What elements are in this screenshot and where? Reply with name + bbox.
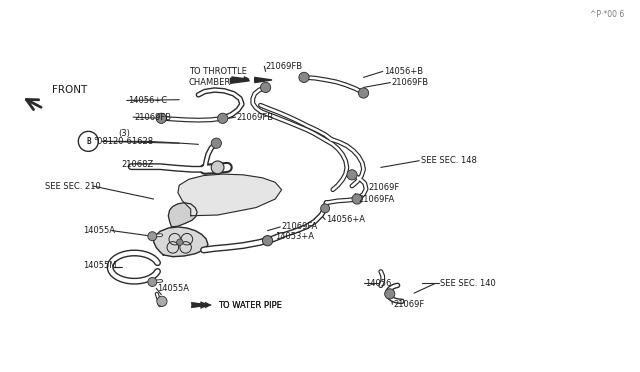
Circle shape xyxy=(262,235,273,246)
Text: B: B xyxy=(86,137,91,146)
Text: 21069FB: 21069FB xyxy=(237,113,274,122)
Text: 21068Z: 21068Z xyxy=(122,160,154,169)
Circle shape xyxy=(148,232,157,241)
Circle shape xyxy=(157,296,167,307)
Circle shape xyxy=(148,278,157,286)
Text: TO WATER PIPE: TO WATER PIPE xyxy=(218,301,282,310)
Circle shape xyxy=(358,88,369,98)
Text: 21069FA: 21069FA xyxy=(282,222,318,231)
Circle shape xyxy=(211,138,221,148)
Text: 14056+C: 14056+C xyxy=(128,96,167,105)
Text: 21069FB: 21069FB xyxy=(392,78,429,87)
Text: FRONT: FRONT xyxy=(52,85,88,95)
Circle shape xyxy=(177,239,183,246)
Polygon shape xyxy=(192,303,211,307)
Text: 14056: 14056 xyxy=(365,279,391,288)
Text: 21069FB: 21069FB xyxy=(266,62,303,71)
Text: 14055A: 14055A xyxy=(157,284,189,293)
Polygon shape xyxy=(154,227,208,257)
Text: 21069F: 21069F xyxy=(368,183,399,192)
Text: 14055A: 14055A xyxy=(83,226,115,235)
Circle shape xyxy=(156,113,166,124)
Text: SEE SEC. 210: SEE SEC. 210 xyxy=(45,182,100,190)
Text: 14056+B: 14056+B xyxy=(384,67,423,76)
Text: SEE SEC. 148: SEE SEC. 148 xyxy=(421,156,477,165)
Text: 14056+A: 14056+A xyxy=(326,215,365,224)
Polygon shape xyxy=(230,78,250,83)
Text: 21069F: 21069F xyxy=(394,300,425,309)
Polygon shape xyxy=(178,174,282,216)
Text: SEE SEC. 140: SEE SEC. 140 xyxy=(440,279,496,288)
Circle shape xyxy=(321,204,330,213)
Circle shape xyxy=(260,82,271,93)
Text: TO WATER PIPE: TO WATER PIPE xyxy=(218,301,282,310)
Polygon shape xyxy=(255,77,272,83)
Text: °08120-61628: °08120-61628 xyxy=(93,137,153,146)
Text: ^P·*00 6: ^P·*00 6 xyxy=(589,10,624,19)
Polygon shape xyxy=(168,203,197,227)
Circle shape xyxy=(352,194,362,204)
Circle shape xyxy=(211,161,224,174)
Circle shape xyxy=(347,170,357,180)
Text: 21069FB: 21069FB xyxy=(134,113,172,122)
Circle shape xyxy=(218,113,228,124)
Circle shape xyxy=(299,72,309,83)
Text: (3): (3) xyxy=(118,129,131,138)
Text: 14055M: 14055M xyxy=(83,262,116,270)
Text: 21069FA: 21069FA xyxy=(358,195,395,203)
Text: TO THROTTLE
CHAMBER: TO THROTTLE CHAMBER xyxy=(189,67,246,87)
Circle shape xyxy=(385,289,395,299)
Text: 14053+A: 14053+A xyxy=(275,232,314,241)
